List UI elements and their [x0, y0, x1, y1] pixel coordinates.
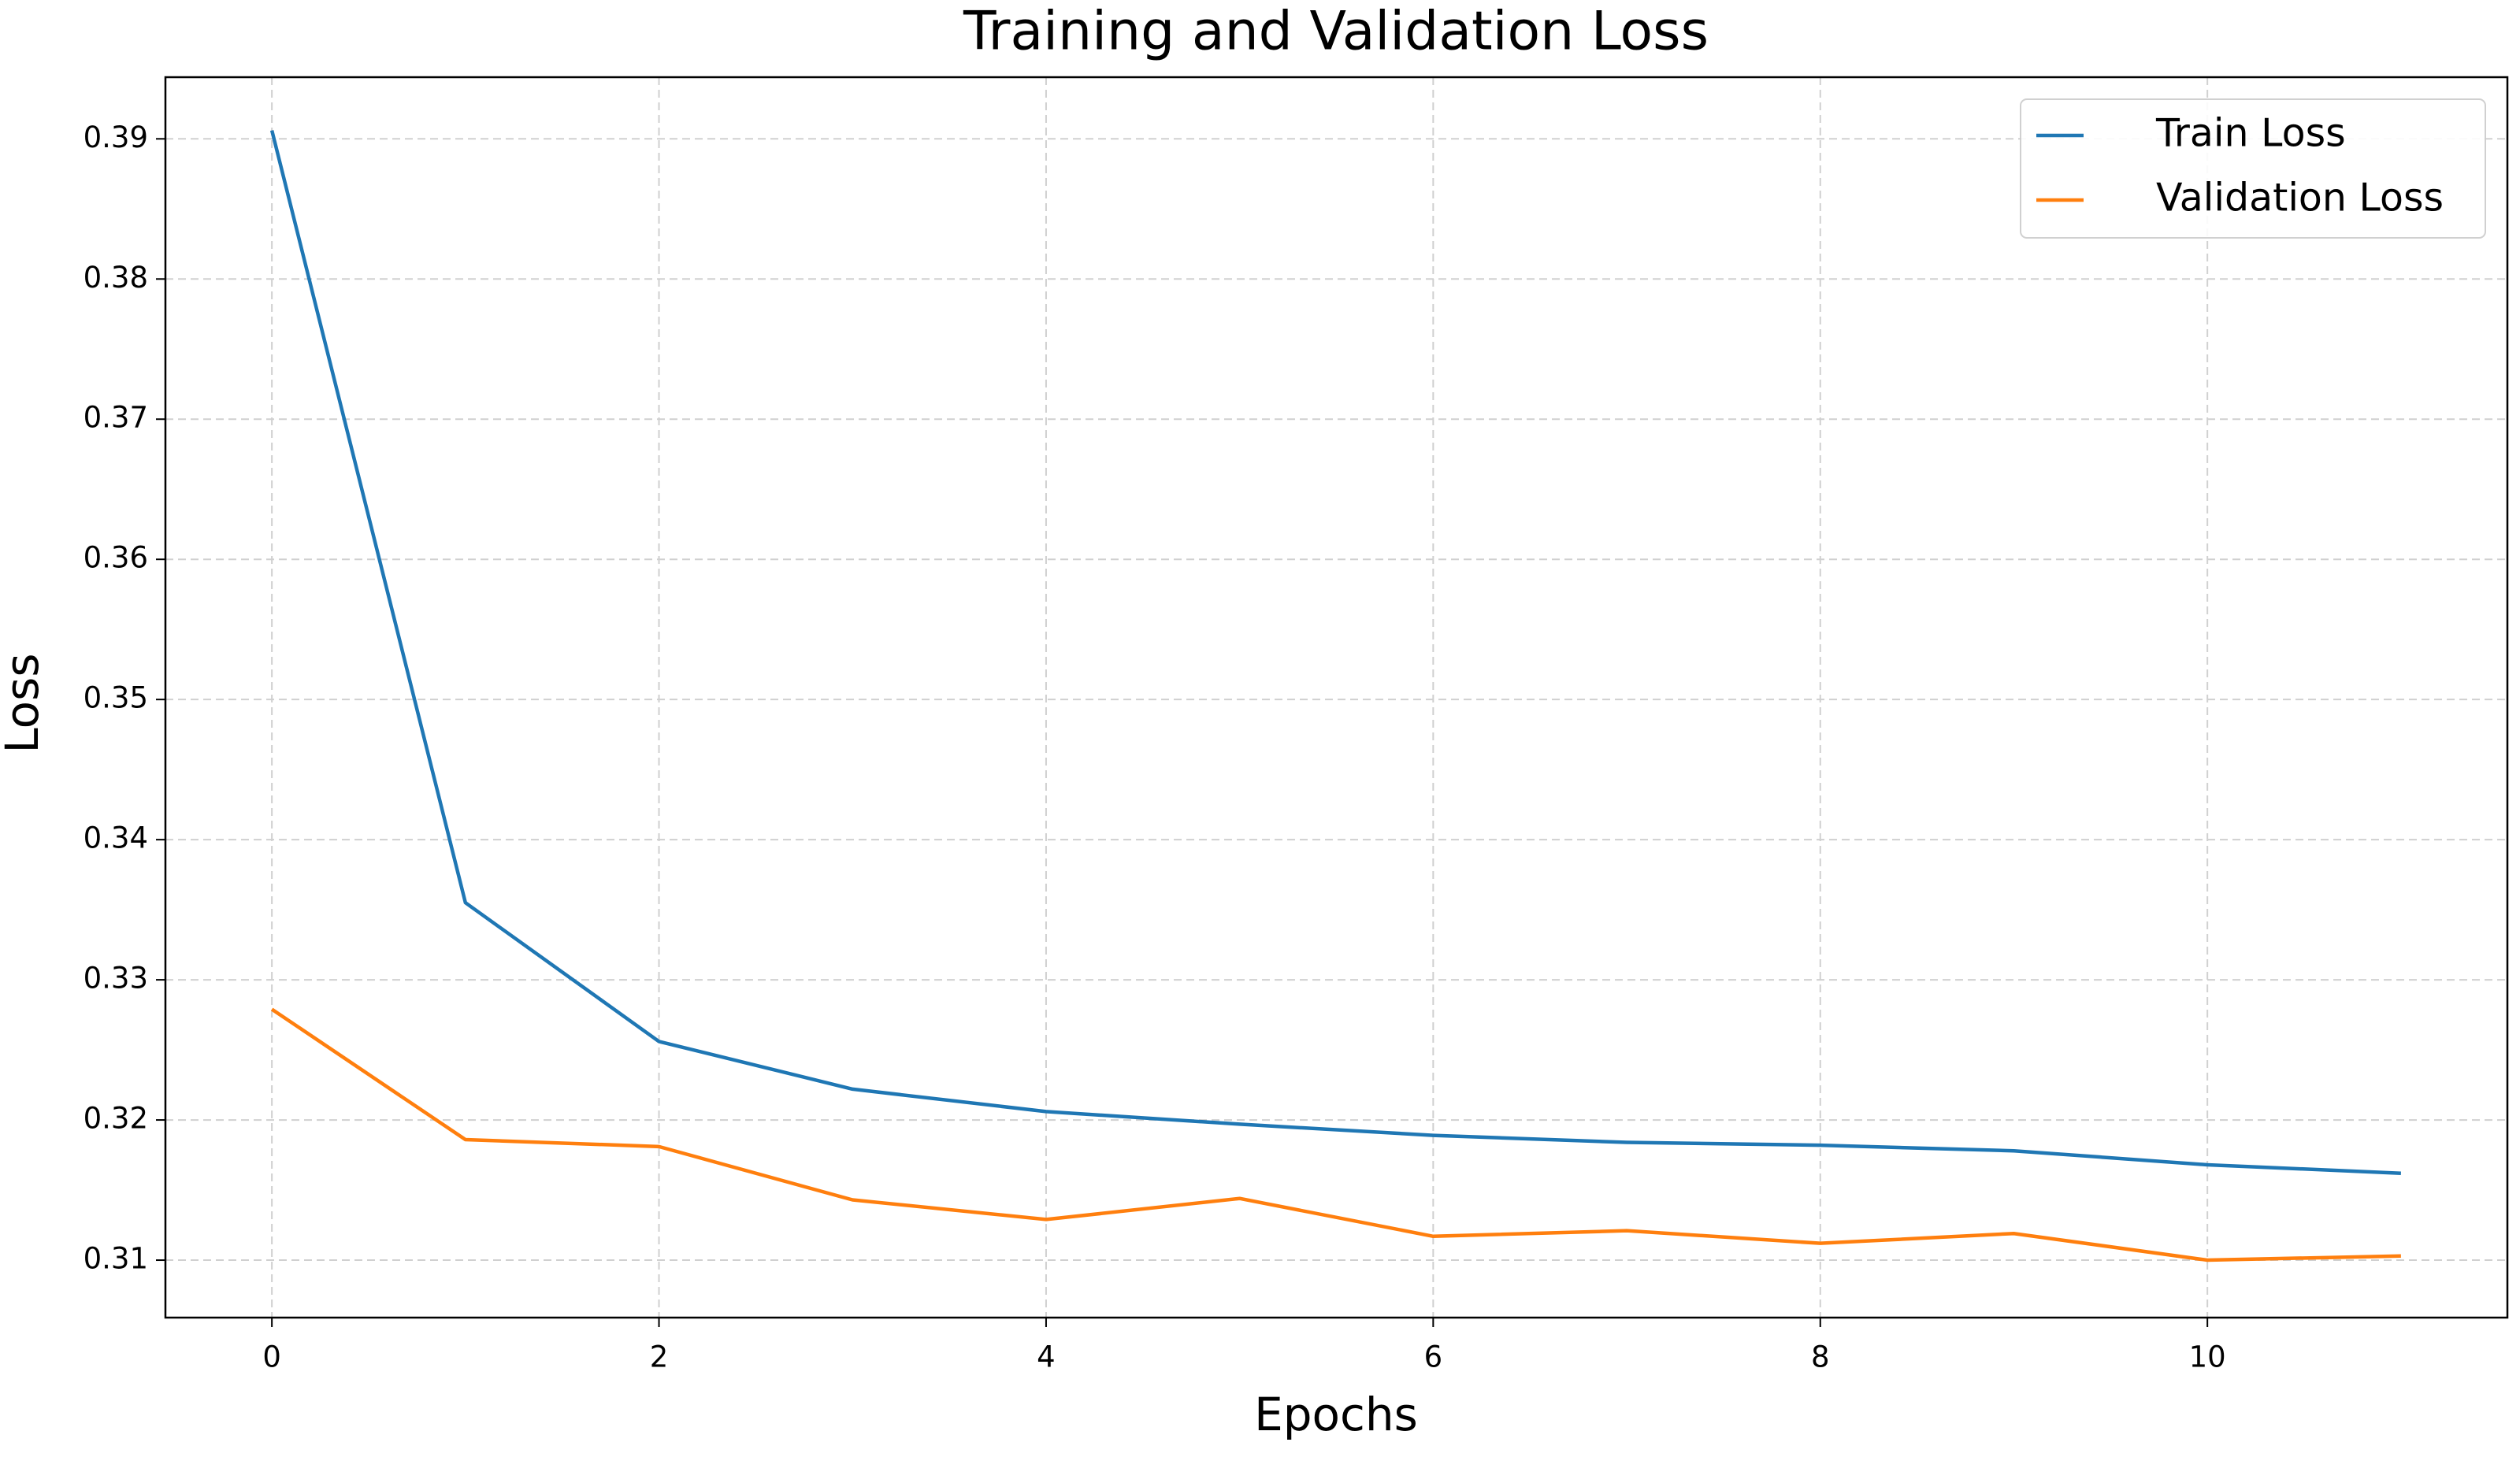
y-tick-label: 0.38	[84, 261, 148, 295]
y-tick-label: 0.35	[84, 681, 148, 715]
y-tick-label: 0.34	[84, 821, 148, 855]
x-axis-label: Epochs	[1254, 1388, 1418, 1441]
chart-title: Training and Validation Loss	[963, 1, 1709, 63]
y-axis-label: Loss	[0, 653, 49, 753]
x-tick-label: 0	[262, 1340, 281, 1374]
legend-label: Validation Loss	[2156, 176, 2444, 221]
y-tick-label: 0.36	[84, 541, 148, 575]
y-tick-label: 0.37	[84, 401, 148, 435]
x-tick-label: 10	[2189, 1340, 2226, 1374]
x-tick-label: 8	[1811, 1340, 1830, 1374]
series-line	[269, 130, 2401, 1175]
plot-frame	[164, 76, 2509, 1319]
legend-box	[2020, 98, 2486, 239]
x-tick-label: 2	[650, 1340, 669, 1374]
y-tick-label: 0.31	[84, 1242, 148, 1276]
series-line	[270, 1007, 2401, 1262]
y-tick-label: 0.33	[84, 962, 148, 995]
x-tick-label: 6	[1424, 1340, 1443, 1374]
y-tick-label: 0.39	[84, 120, 148, 154]
x-tick-label: 4	[1037, 1340, 1056, 1374]
legend-label: Train Loss	[2155, 111, 2346, 156]
y-tick-label: 0.32	[84, 1102, 148, 1136]
